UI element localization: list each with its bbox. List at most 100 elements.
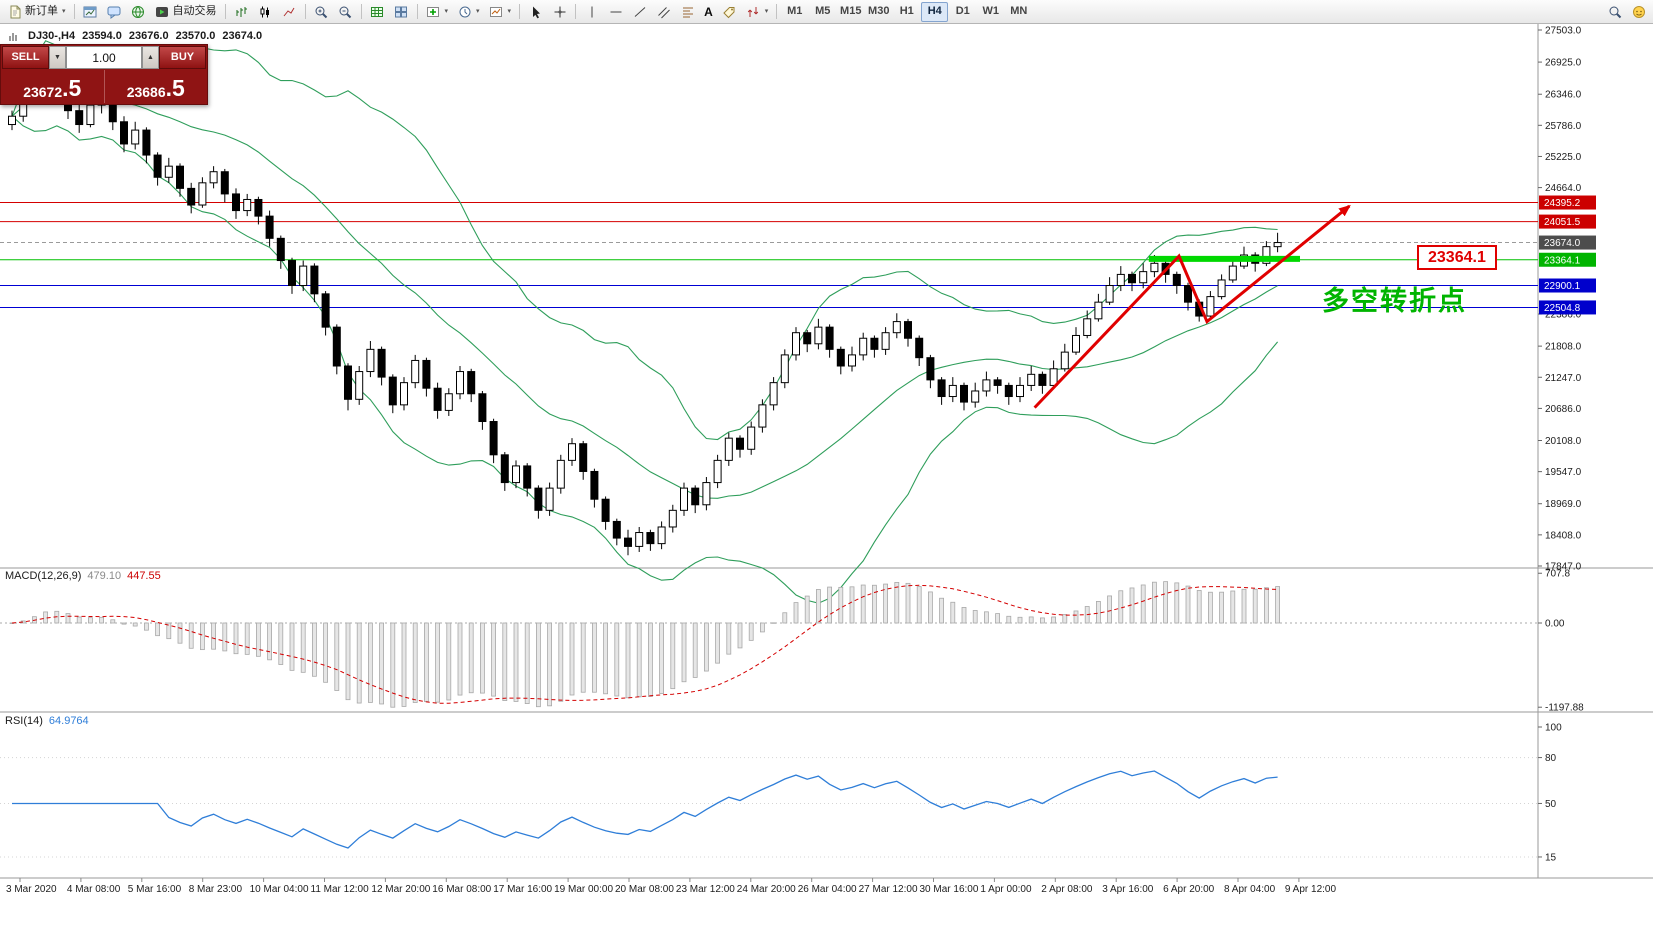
macd-histogram-bar <box>558 622 564 702</box>
candle <box>377 348 386 378</box>
templates-button[interactable]: ▾ <box>485 2 516 22</box>
date-tick-label: 26 Mar 04:00 <box>798 884 857 895</box>
timeframe-w1-button[interactable]: W1 <box>977 2 1004 22</box>
date-tick-label: 5 Mar 16:00 <box>128 884 182 895</box>
messages-button[interactable] <box>103 2 126 22</box>
label-button[interactable] <box>718 2 741 22</box>
timeframe-m1-button[interactable]: M1 <box>781 2 808 22</box>
price-axis: 27503.0 26925.0 26346.0 25786.0 25225.0 24664… <box>1538 26 1596 573</box>
date-tick-label: 2 Apr 08:00 <box>1041 884 1093 895</box>
sell-price-button[interactable]: 23672.5 <box>1 70 105 103</box>
macd-histogram-bar <box>166 622 172 640</box>
arrows-button[interactable]: ▾ <box>742 2 773 22</box>
macd-histogram-bar <box>1051 616 1056 624</box>
macd-histogram-bar <box>1185 585 1191 624</box>
timeframe-m30-button[interactable]: M30 <box>865 2 892 22</box>
volume-decrease-button[interactable]: ▼ <box>49 46 66 69</box>
grid-button[interactable] <box>366 2 389 22</box>
volume-increase-button[interactable]: ▲ <box>142 46 159 69</box>
candle <box>836 348 845 367</box>
chart-line-button[interactable] <box>278 2 301 22</box>
zoom-out-button[interactable] <box>334 2 357 22</box>
candle <box>120 121 128 145</box>
candle <box>780 354 789 384</box>
price-tick-label: 21808.0 <box>1545 342 1582 353</box>
periods-button[interactable]: ▾ <box>453 2 484 22</box>
price-level-badge <box>1539 214 1596 229</box>
candle <box>400 382 408 406</box>
toolbar-separator <box>416 4 418 19</box>
trendline-button[interactable] <box>628 2 651 22</box>
candle <box>803 332 812 345</box>
macd-histogram-bar <box>435 622 441 703</box>
candle <box>478 393 487 423</box>
chat-button[interactable] <box>1627 2 1650 22</box>
date-tick-label: 19 Mar 00:00 <box>554 884 613 895</box>
candle <box>209 171 218 184</box>
timeframe-mn-button[interactable]: MN <box>1005 2 1032 22</box>
macd-histogram-bar <box>233 622 239 655</box>
fibonacci-button[interactable] <box>676 2 699 22</box>
candle <box>736 437 744 450</box>
chart-window-icon <box>83 4 98 19</box>
timeframe-d1-button[interactable]: D1 <box>949 2 976 22</box>
channel-button[interactable] <box>652 2 675 22</box>
buy-button[interactable]: BUY <box>159 46 206 69</box>
candle <box>411 359 420 384</box>
horizontal-line-button[interactable] <box>604 2 627 22</box>
message-bubble-icon <box>107 4 122 19</box>
timeframe-m5-button[interactable]: M5 <box>809 2 836 22</box>
timeframe-h4-button[interactable]: H4 <box>921 1 949 22</box>
macd-histogram-bar <box>1017 616 1023 624</box>
autotrading-button[interactable]: 自动交易 <box>151 2 221 22</box>
macd-histogram-bar <box>244 622 250 655</box>
label-tag-icon <box>722 4 737 19</box>
macd-histogram-bar <box>950 601 956 624</box>
text-button[interactable]: A <box>700 2 717 22</box>
indicators-button[interactable]: ▾ <box>422 2 453 22</box>
candle <box>937 379 946 398</box>
macd-histogram-bar <box>1118 590 1124 624</box>
buy-price-button[interactable]: 23686.5 <box>105 70 208 103</box>
price-tick-label: 18969.0 <box>1545 499 1582 510</box>
date-tick-label: 12 Mar 20:00 <box>371 884 430 895</box>
price-level-badge <box>1539 195 1596 210</box>
macd-histogram-bar <box>1230 590 1236 624</box>
volume-input[interactable] <box>66 46 142 69</box>
crosshair-button[interactable] <box>548 2 571 22</box>
date-tick-label: 9 Apr 12:00 <box>1285 884 1337 895</box>
price-level-badge-label: 22900.1 <box>1544 281 1581 292</box>
zoom-in-button[interactable] <box>310 2 333 22</box>
chart-candles-button[interactable] <box>254 2 277 22</box>
channel-icon <box>656 4 671 19</box>
macd-histogram-bar <box>872 584 877 624</box>
new-order-button[interactable]: 新订单 ▾ <box>3 2 70 22</box>
cursor-button[interactable] <box>524 2 547 22</box>
chart-bars-button[interactable] <box>230 2 253 22</box>
macd-histogram-bar <box>255 622 261 657</box>
search-button[interactable] <box>1603 2 1626 22</box>
timeframe-m15-button[interactable]: M15 <box>837 2 864 22</box>
rsi-tick-label: 15 <box>1545 852 1557 863</box>
candle <box>881 332 890 350</box>
price-level-badge <box>1539 278 1596 293</box>
charts-window-button[interactable] <box>79 2 102 22</box>
macd-histogram-bar <box>838 586 844 624</box>
macd-histogram-bar <box>984 611 989 624</box>
candle <box>164 165 173 178</box>
candle <box>1004 384 1013 398</box>
candle <box>489 421 498 456</box>
macd-histogram-bar <box>636 622 642 698</box>
tile-windows-button[interactable] <box>390 2 413 22</box>
vertical-line-button[interactable] <box>580 2 603 22</box>
indicator-add-icon <box>426 4 441 19</box>
candle <box>859 337 868 356</box>
candle <box>254 198 263 217</box>
date-tick-label: 11 Mar 12:00 <box>311 884 370 895</box>
candle <box>433 387 442 411</box>
macd-histogram-bar <box>704 622 709 672</box>
timeframe-h1-button[interactable]: H1 <box>893 2 920 22</box>
sell-button[interactable]: SELL <box>2 46 49 69</box>
community-button[interactable] <box>127 2 150 22</box>
